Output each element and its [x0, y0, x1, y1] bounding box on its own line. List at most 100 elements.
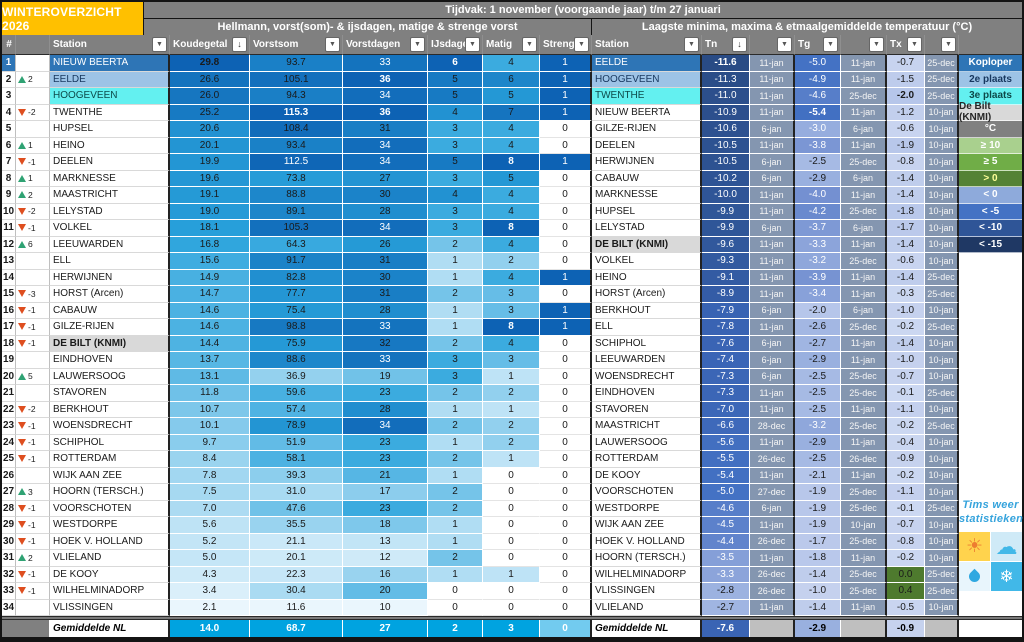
streng-cell[interactable]: 0 — [540, 335, 592, 352]
date-cell[interactable]: 25-dec — [925, 500, 959, 517]
station-cell[interactable]: DEELEN — [592, 137, 702, 154]
date-cell[interactable]: 11-jan — [750, 71, 795, 88]
tn-cell[interactable]: -4.5 — [702, 517, 750, 534]
date-cell[interactable]: 6-jan — [841, 170, 887, 187]
date-cell[interactable]: 25-dec — [841, 484, 887, 501]
ijsdagen-cell[interactable]: 2 — [428, 286, 483, 303]
station-cell[interactable]: STAVOREN — [592, 401, 702, 418]
date-cell[interactable]: 11-jan — [750, 401, 795, 418]
rank-change-cell[interactable]: -1 — [16, 566, 50, 583]
vorstsom-cell[interactable]: 88.8 — [250, 187, 343, 204]
date-cell[interactable]: 6-jan — [750, 302, 795, 319]
rank-change-cell[interactable]: -3 — [16, 286, 50, 303]
vorstsom-cell[interactable]: 11.6 — [250, 599, 343, 616]
tg-cell[interactable]: -3.8 — [795, 137, 841, 154]
ijsdagen-cell[interactable]: 1 — [428, 467, 483, 484]
matig-cell[interactable]: 3 — [483, 286, 540, 303]
streng-cell[interactable]: 0 — [540, 583, 592, 600]
vorstsom-cell[interactable]: 47.6 — [250, 500, 343, 517]
vorstdagen-cell[interactable]: 31 — [343, 286, 428, 303]
station-cell[interactable]: SCHIPHOL — [592, 335, 702, 352]
streng-cell[interactable]: 0 — [540, 236, 592, 253]
ijsdagen-cell[interactable]: 2 — [428, 451, 483, 468]
station-cell[interactable]: SCHIPHOL — [50, 434, 170, 451]
station-cell[interactable]: EELDE — [50, 71, 170, 88]
date-cell[interactable]: 6-jan — [750, 220, 795, 237]
vorstdagen-cell[interactable]: 28 — [343, 203, 428, 220]
tx-cell[interactable]: -2.0 — [887, 88, 925, 105]
date-cell[interactable]: 11-jan — [750, 385, 795, 402]
date-cell[interactable]: 11-jan — [841, 434, 887, 451]
tn-cell[interactable]: -10.0 — [702, 187, 750, 204]
station-cell[interactable]: HOEK V. HOLLAND — [50, 533, 170, 550]
vorstdagen-cell[interactable]: 17 — [343, 484, 428, 501]
rank-cell[interactable]: 9 — [2, 187, 16, 204]
vorstdagen-cell[interactable]: 33 — [343, 319, 428, 336]
rank-cell[interactable]: 22 — [2, 401, 16, 418]
date-cell[interactable]: 10-jan — [925, 203, 959, 220]
koudegetal-cell[interactable]: 5.2 — [170, 533, 250, 550]
date-cell[interactable]: 10-jan — [925, 467, 959, 484]
station-cell[interactable]: STAVOREN — [50, 385, 170, 402]
vorstsom-cell[interactable]: 91.7 — [250, 253, 343, 270]
tx-cell[interactable]: -0.6 — [887, 253, 925, 270]
date-cell[interactable]: 25-dec — [925, 566, 959, 583]
vorstsom-cell[interactable]: 108.4 — [250, 121, 343, 138]
tg-cell[interactable]: -3.3 — [795, 236, 841, 253]
station-cell[interactable]: LEEUWARDEN — [50, 236, 170, 253]
tn-cell[interactable]: -7.3 — [702, 385, 750, 402]
tg-cell[interactable]: -2.1 — [795, 467, 841, 484]
koudegetal-cell[interactable]: 19.0 — [170, 203, 250, 220]
streng-cell[interactable]: 1 — [540, 104, 592, 121]
rank-cell[interactable]: 11 — [2, 220, 16, 237]
rank-cell[interactable]: 23 — [2, 418, 16, 435]
station-cell[interactable]: ELL — [592, 319, 702, 336]
tn-cell[interactable]: -11.6 — [702, 55, 750, 72]
rank-change-cell[interactable] — [16, 121, 50, 138]
tx-cell[interactable]: -1.5 — [887, 71, 925, 88]
station-cell[interactable]: DE KOOY — [592, 467, 702, 484]
tg-cell[interactable]: -1.4 — [795, 566, 841, 583]
date-cell[interactable]: 11-jan — [750, 467, 795, 484]
matig-cell[interactable]: 4 — [483, 55, 540, 72]
date-cell[interactable]: 25-dec — [925, 269, 959, 286]
vorstsom-cell[interactable]: 20.1 — [250, 550, 343, 567]
vorstdagen-cell[interactable]: 36 — [343, 71, 428, 88]
rank-change-cell[interactable]: -2 — [16, 401, 50, 418]
rank-change-cell[interactable]: 1 — [16, 137, 50, 154]
date-cell[interactable]: 6-jan — [841, 220, 887, 237]
tg-cell[interactable]: -1.0 — [795, 583, 841, 600]
station-cell[interactable]: WESTDORPE — [592, 500, 702, 517]
tg-cell[interactable]: -3.2 — [795, 253, 841, 270]
station-cell[interactable]: NIEUW BEERTA — [592, 104, 702, 121]
tg-cell[interactable]: -3.7 — [795, 220, 841, 237]
koudegetal-cell[interactable]: 25.2 — [170, 104, 250, 121]
tg-cell[interactable]: -4.9 — [795, 71, 841, 88]
tn-cell[interactable]: -7.9 — [702, 302, 750, 319]
streng-cell[interactable]: 1 — [540, 269, 592, 286]
filter-dropdown-button[interactable]: ▼ — [325, 37, 340, 52]
matig-cell[interactable]: 4 — [483, 121, 540, 138]
rank-change-cell[interactable]: -2 — [16, 104, 50, 121]
date-cell[interactable]: 25-dec — [925, 583, 959, 600]
station-cell[interactable]: DE KOOY — [50, 566, 170, 583]
station-cell[interactable]: VLISSINGEN — [592, 583, 702, 600]
station-cell[interactable]: HOOGEVEEN — [50, 88, 170, 105]
streng-cell[interactable]: 0 — [540, 137, 592, 154]
vorstdagen-cell[interactable]: 34 — [343, 220, 428, 237]
tn-cell[interactable]: -7.4 — [702, 352, 750, 369]
koudegetal-cell[interactable]: 20.6 — [170, 121, 250, 138]
matig-cell[interactable]: 4 — [483, 187, 540, 204]
ijsdagen-cell[interactable]: 1 — [428, 253, 483, 270]
rank-cell[interactable]: 3 — [2, 88, 16, 105]
rank-cell[interactable]: 16 — [2, 302, 16, 319]
station-cell[interactable]: EINDHOVEN — [50, 352, 170, 369]
station-cell[interactable]: HEINO — [50, 137, 170, 154]
streng-cell[interactable]: 0 — [540, 500, 592, 517]
tn-cell[interactable]: -10.6 — [702, 121, 750, 138]
koudegetal-cell[interactable]: 16.8 — [170, 236, 250, 253]
tx-cell[interactable]: -0.2 — [887, 319, 925, 336]
tn-cell[interactable]: -7.6 — [702, 335, 750, 352]
station-cell[interactable]: DE BILT (KNMI) — [50, 335, 170, 352]
tg-cell[interactable]: -3.2 — [795, 418, 841, 435]
